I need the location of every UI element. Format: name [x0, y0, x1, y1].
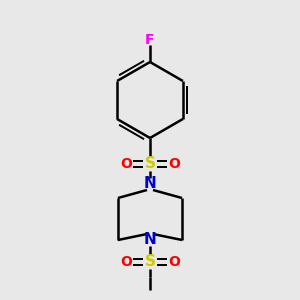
- Text: O: O: [120, 157, 132, 171]
- Text: O: O: [120, 255, 132, 269]
- Text: S: S: [145, 254, 155, 269]
- Text: S: S: [145, 157, 155, 172]
- Text: N: N: [144, 232, 156, 247]
- Text: N: N: [144, 176, 156, 191]
- Text: O: O: [168, 157, 180, 171]
- Text: F: F: [145, 33, 155, 47]
- Text: O: O: [168, 255, 180, 269]
